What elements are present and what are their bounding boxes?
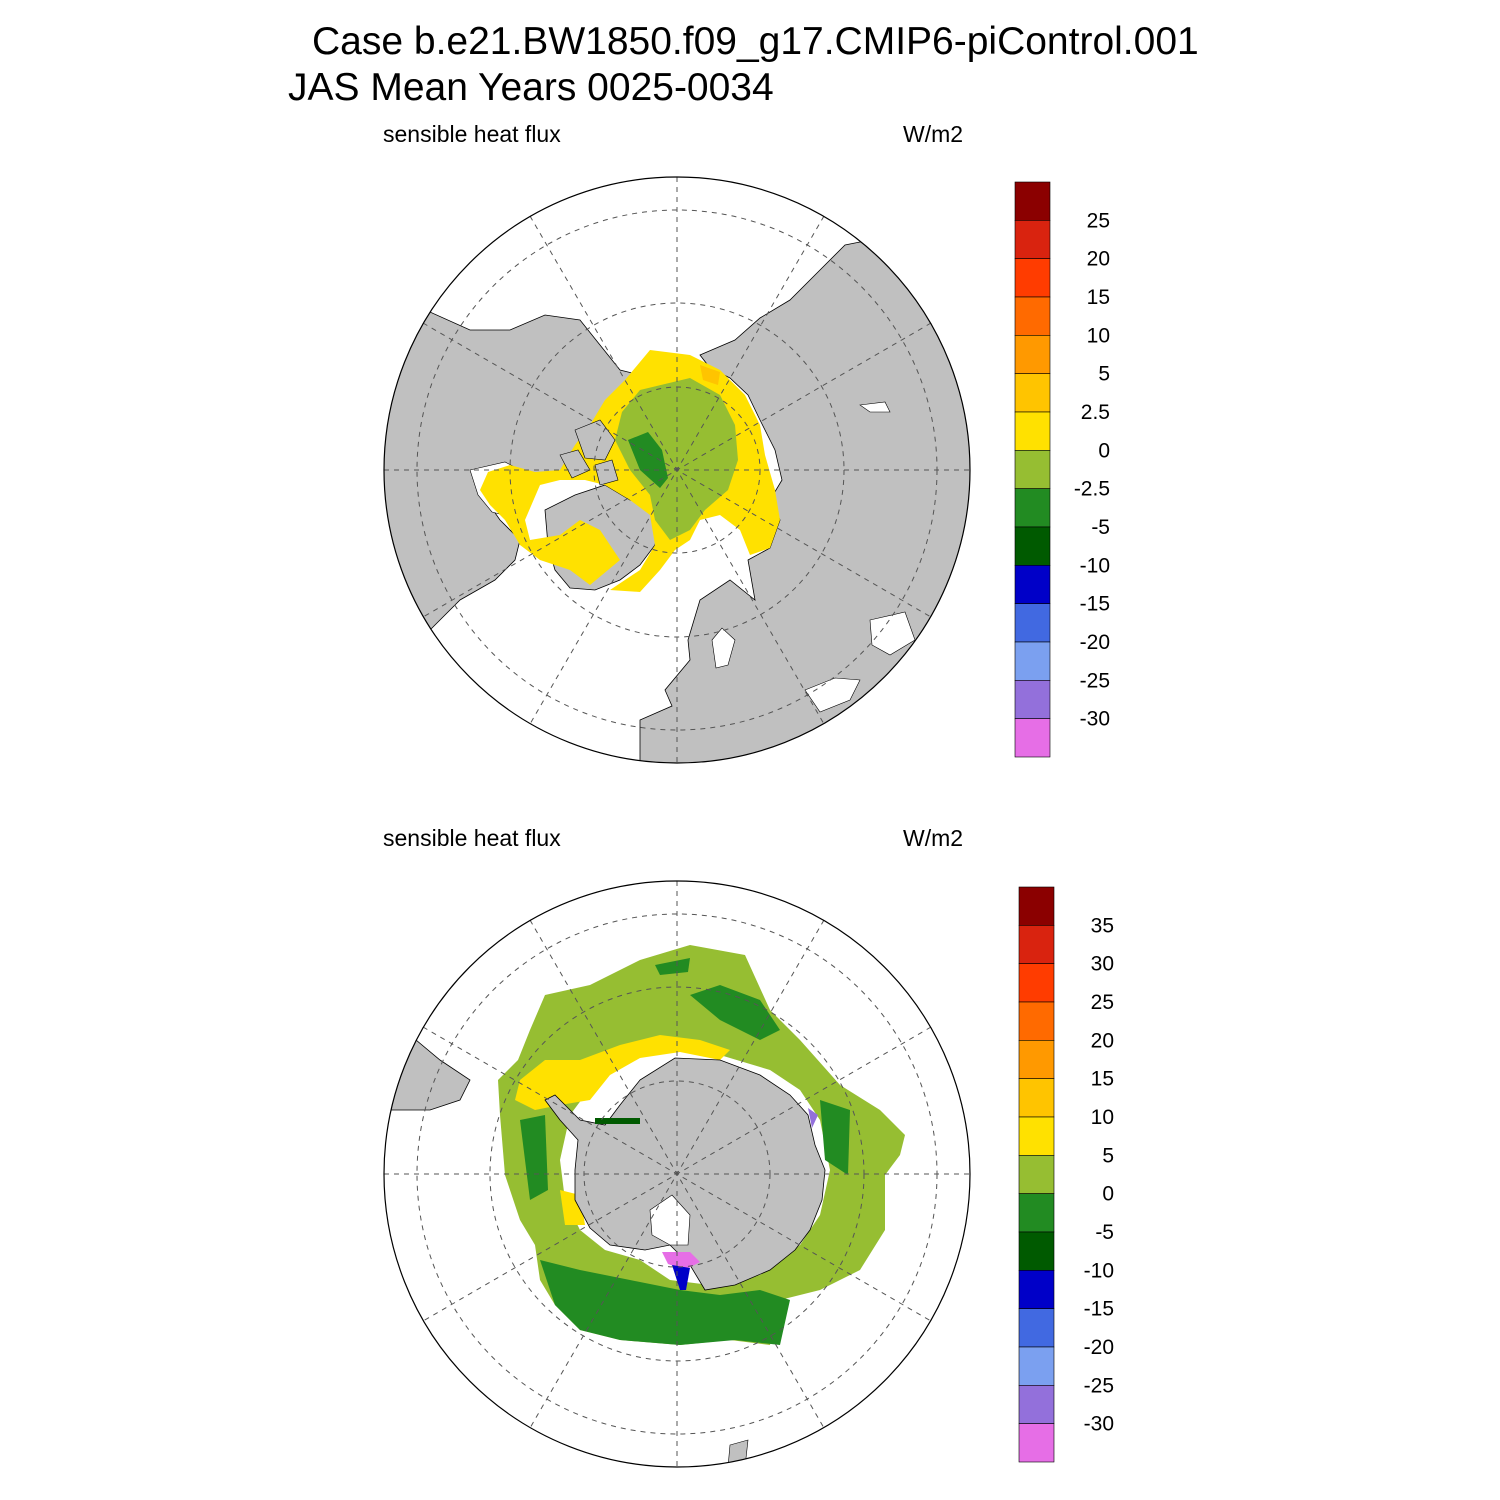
south-colorbar-swatch — [1018, 1423, 1055, 1463]
south-colorbar-label: 5 — [1102, 1144, 1114, 1167]
south-colorbar-label: -15 — [1084, 1298, 1114, 1321]
south-colorbar-swatch — [1018, 1078, 1055, 1118]
north-colorbar-swatch — [1014, 296, 1051, 336]
south-colorbar: 35 30 25 20 15 10 5 0 -5 -10 -15 -20 -25 -30 — [1018, 886, 1114, 1463]
south-colorbar-swatch — [1018, 963, 1055, 1003]
south-colorbar-swatch — [1018, 925, 1055, 964]
south-polar-map — [383, 880, 971, 1468]
north-colorbar-swatch — [1014, 181, 1051, 221]
south-colorbar-swatch — [1018, 1193, 1055, 1233]
north-colorbar-label: 25 — [1087, 209, 1110, 232]
north-colorbar-label: 15 — [1087, 286, 1110, 309]
north-colorbar-swatch — [1014, 603, 1051, 643]
south-colorbar-label: -5 — [1095, 1221, 1114, 1244]
south-colorbar-label: -10 — [1084, 1259, 1114, 1282]
south-colorbar-label: 20 — [1091, 1029, 1114, 1052]
south-variable-label: sensible heat flux — [383, 825, 561, 851]
south-field-coastal-extreme — [662, 1252, 700, 1270]
north-colorbar-label: -15 — [1080, 593, 1110, 616]
north-colorbar-label: -20 — [1080, 631, 1110, 654]
south-field-negative-band — [540, 1260, 790, 1345]
north-colorbar-label: -5 — [1091, 516, 1110, 539]
south-colorbar-label: 10 — [1091, 1106, 1114, 1129]
south-colorbar-swatch — [1018, 1385, 1055, 1424]
south-units-label: W/m2 — [903, 825, 964, 851]
figure-title-line-1: Case b.e21.BW1850.f09_g17.CMIP6-piContro… — [312, 20, 1199, 63]
north-colorbar-swatch — [1014, 220, 1051, 259]
north-variable-label: sensible heat flux — [383, 121, 561, 147]
north-field-negative — [628, 432, 668, 488]
north-colorbar-label: 20 — [1087, 248, 1110, 271]
north-polar-map — [383, 176, 971, 764]
south-colorbar-swatch — [1018, 1308, 1055, 1348]
north-colorbar-swatch — [1014, 411, 1051, 451]
north-colorbar-label: 5 — [1098, 363, 1110, 386]
south-colorbar-label: -20 — [1084, 1336, 1114, 1359]
north-field-warm-patch — [700, 365, 720, 385]
north-units-label: W/m2 — [903, 121, 964, 147]
south-colorbar-swatch — [1018, 1116, 1055, 1156]
north-colorbar-label: -10 — [1080, 554, 1110, 577]
north-colorbar-swatch — [1014, 718, 1051, 758]
north-colorbar-label: -25 — [1080, 669, 1110, 692]
north-colorbar-swatch — [1014, 680, 1051, 719]
north-colorbar-label: 10 — [1087, 324, 1110, 347]
south-colorbar-swatch — [1018, 1001, 1055, 1041]
north-colorbar-swatch — [1014, 641, 1051, 681]
north-colorbar-label: 2.5 — [1081, 401, 1110, 424]
south-colorbar-label: 35 — [1091, 914, 1114, 937]
south-colorbar-label: -30 — [1084, 1413, 1114, 1436]
south-colorbar-swatch — [1018, 886, 1055, 926]
north-colorbar-label: -2.5 — [1074, 478, 1110, 501]
north-colorbar-swatch — [1014, 565, 1051, 604]
figure-title-line-2: JAS Mean Years 0025-0034 — [288, 66, 774, 109]
north-colorbar-swatch — [1014, 488, 1051, 528]
north-colorbar-swatch — [1014, 450, 1051, 489]
south-colorbar-swatch — [1018, 1040, 1055, 1079]
north-colorbar-label: 0 — [1098, 439, 1110, 462]
south-colorbar-swatch — [1018, 1155, 1055, 1194]
south-field-positive — [515, 1035, 730, 1110]
south-field-ocean-ring — [498, 945, 905, 1345]
south-colorbar-label: 25 — [1091, 991, 1114, 1014]
south-colorbar-label: -25 — [1084, 1374, 1114, 1397]
south-colorbar-swatch — [1018, 1231, 1055, 1271]
south-colorbar-label: 30 — [1091, 953, 1114, 976]
north-colorbar-swatch — [1014, 373, 1051, 413]
north-colorbar-swatch — [1014, 335, 1051, 374]
north-colorbar-swatch — [1014, 526, 1051, 566]
north-colorbar-swatch — [1014, 258, 1051, 298]
south-colorbar-swatch — [1018, 1346, 1055, 1386]
south-colorbar-label: 0 — [1102, 1183, 1114, 1206]
south-colorbar-label: 15 — [1091, 1068, 1114, 1091]
north-colorbar-label: -30 — [1080, 708, 1110, 731]
north-colorbar: 25 20 15 10 5 2.5 0 -2.5 -5 -10 -15 -20 -25 -30 — [1014, 181, 1110, 758]
south-colorbar-swatch — [1018, 1270, 1055, 1309]
